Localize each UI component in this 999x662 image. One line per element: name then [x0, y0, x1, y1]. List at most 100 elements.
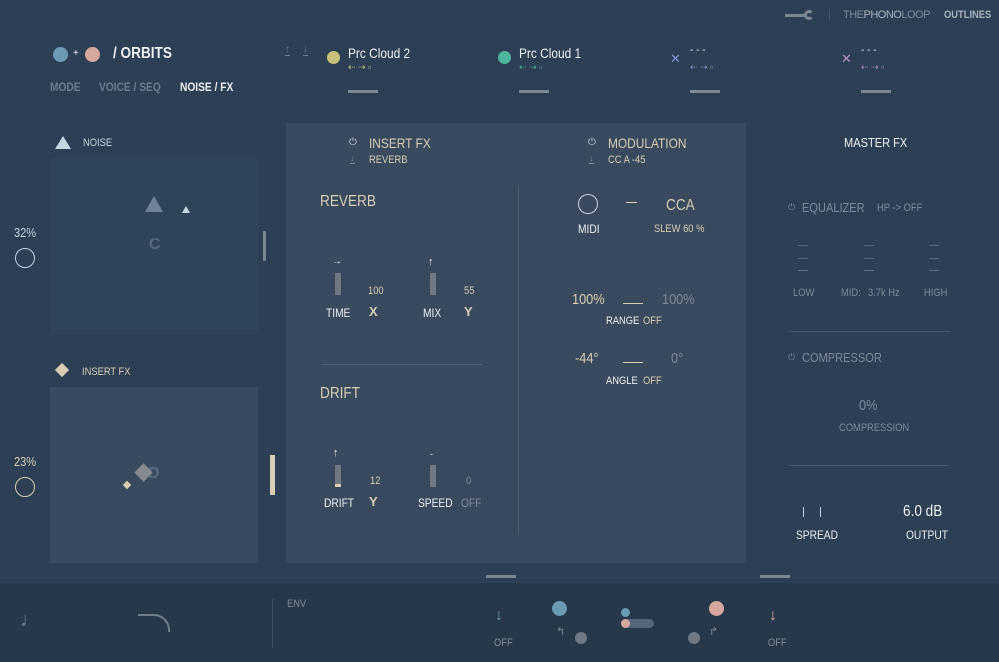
drift-axis[interactable]: Y: [369, 494, 378, 509]
slot-4-close-icon[interactable]: ✕: [841, 51, 852, 66]
eq-high-label: HIGH: [924, 287, 948, 299]
equalizer-power-icon[interactable]: ⏻: [788, 202, 796, 212]
insert-fx-preset[interactable]: REVERB: [369, 154, 408, 166]
angle-state[interactable]: OFF: [643, 375, 662, 387]
range-line[interactable]: [623, 303, 643, 304]
voice-a-bottom-dot[interactable]: [552, 601, 567, 616]
mod-source[interactable]: CCA: [666, 197, 695, 214]
eq-mid-slider[interactable]: [864, 245, 874, 271]
noise-knob[interactable]: [15, 248, 35, 268]
product-name: OUTLINES: [944, 9, 992, 21]
ghost-dot-left: [575, 632, 587, 644]
slot-2-controls[interactable]: ⇠ ⇢ ▫: [519, 62, 543, 72]
insert-scrollbar[interactable]: [270, 455, 275, 495]
midi-knob[interactable]: [578, 194, 598, 214]
left-arrow-down-icon[interactable]: ↓: [495, 607, 503, 624]
right-arrow-down-icon[interactable]: ↓: [769, 607, 777, 624]
upload-icon[interactable]: ↑: [285, 44, 290, 56]
note-icon[interactable]: ♩: [20, 609, 40, 631]
noise-small-triangle-icon[interactable]: [182, 206, 190, 213]
eq-high-slider[interactable]: [929, 245, 939, 271]
time-axis[interactable]: X: [369, 304, 378, 319]
slot-1-name[interactable]: Prc Cloud 2: [348, 45, 411, 61]
voice-b-bottom-dot[interactable]: [709, 601, 724, 616]
output-value[interactable]: 6.0 dB: [903, 503, 943, 520]
resize-handle-right[interactable]: [760, 575, 790, 578]
rotate-left-icon[interactable]: ↰: [556, 626, 566, 638]
eq-low-slider[interactable]: [798, 245, 808, 271]
angle-label: ANGLE: [606, 375, 638, 387]
eq-mid-freq[interactable]: 3.7k Hz: [868, 287, 900, 299]
slot-1-dot[interactable]: [327, 51, 340, 64]
slot-1-controls[interactable]: ⇠ ⇢ ▫: [348, 62, 372, 72]
speed-slider[interactable]: [430, 465, 436, 487]
slot-2-bar: [519, 90, 549, 93]
slew-value[interactable]: SLEW 60 %: [654, 223, 705, 235]
slot-4-name[interactable]: - - -: [861, 45, 877, 56]
bottom-bar: ♩ ENV ↓ OFF ↰ ↱ ↓ OFF: [0, 583, 999, 662]
mix-axis[interactable]: Y: [464, 304, 473, 319]
angle-max[interactable]: 0°: [671, 350, 684, 367]
hp-filter[interactable]: HP -> OFF: [877, 202, 923, 214]
noise-percent: 32%: [14, 225, 37, 240]
noise-label: NOISE: [83, 137, 113, 149]
insert-pad-letter: D: [148, 465, 160, 482]
tab-mode[interactable]: MODE: [50, 80, 81, 94]
slot-2-name[interactable]: Prc Cloud 1: [519, 45, 582, 61]
speed-label: SPEED: [418, 496, 453, 510]
modulation-download-icon[interactable]: ↓: [589, 153, 594, 164]
link-toggle[interactable]: [621, 619, 654, 628]
angle-line[interactable]: [623, 362, 643, 363]
mix-arrow-icon: ↑: [428, 256, 434, 268]
slot-3-close-icon[interactable]: ✕: [670, 51, 681, 66]
slot-3-name[interactable]: - - -: [690, 45, 706, 56]
resize-handle-center[interactable]: [486, 575, 516, 578]
insert-fx-power-icon[interactable]: ⏻: [349, 137, 357, 148]
insert-pad[interactable]: D: [50, 387, 258, 563]
ghost-dot-right: [688, 632, 700, 644]
range-label: RANGE: [606, 315, 640, 327]
plus-sign: +: [73, 48, 79, 59]
speed-dash-icon: -: [430, 449, 433, 459]
compression-value[interactable]: 0%: [859, 397, 878, 414]
mix-slider[interactable]: [430, 273, 436, 295]
modulation-preset[interactable]: CC A -45: [608, 154, 646, 166]
insert-fx-title: INSERT FX: [369, 135, 431, 151]
slot-4-controls[interactable]: ⇠ ⇢ ▫: [861, 62, 885, 72]
time-slider[interactable]: [335, 273, 341, 295]
range-min[interactable]: 100%: [572, 291, 605, 308]
rotate-right-icon[interactable]: ↱: [709, 626, 719, 638]
modulation-title: MODULATION: [608, 135, 687, 151]
voice-a-dot: [53, 47, 68, 62]
tab-voice-seq[interactable]: VOICE / SEQ: [99, 80, 161, 94]
drift-slider[interactable]: [335, 465, 341, 487]
envelope-curve-icon[interactable]: [138, 614, 170, 632]
insert-knob[interactable]: [15, 477, 35, 497]
noise-scrollbar[interactable]: [263, 231, 266, 261]
tab-noise-fx[interactable]: NOISE / FX: [180, 80, 234, 94]
insert-small-diamond-icon[interactable]: [122, 480, 132, 490]
slot-4-bar: [861, 90, 891, 93]
center-panel: ⏻ INSERT FX ↓ REVERB ⏻ MODULATION ↓ CC A…: [286, 123, 746, 563]
compression-label: COMPRESSION: [839, 422, 910, 434]
speed-axis[interactable]: OFF: [461, 496, 482, 510]
slot-3-controls[interactable]: ⇠ ⇢ ▫: [690, 62, 714, 72]
modulation-power-icon[interactable]: ⏻: [588, 137, 596, 148]
slot-2-dot[interactable]: [498, 51, 511, 64]
spread-control[interactable]: [803, 507, 821, 517]
range-max[interactable]: 100%: [662, 291, 695, 308]
link-dot-blue[interactable]: [621, 608, 630, 617]
insert-diamond-icon: [54, 362, 70, 378]
drift-label: DRIFT: [324, 496, 355, 510]
wrench-icon[interactable]: [785, 10, 815, 20]
equalizer-title: EQUALIZER: [802, 200, 865, 215]
compressor-power-icon[interactable]: ⏻: [788, 352, 796, 362]
noise-pad[interactable]: C: [50, 158, 258, 334]
angle-min[interactable]: -44°: [575, 350, 599, 367]
insert-fx-download-icon[interactable]: ↓: [350, 153, 355, 164]
insert-label: INSERT FX: [82, 366, 131, 378]
range-state[interactable]: OFF: [643, 315, 662, 327]
env-label: ENV: [287, 598, 307, 610]
page-title: / ORBITS: [113, 45, 172, 62]
download-icon[interactable]: ↓: [303, 44, 308, 56]
